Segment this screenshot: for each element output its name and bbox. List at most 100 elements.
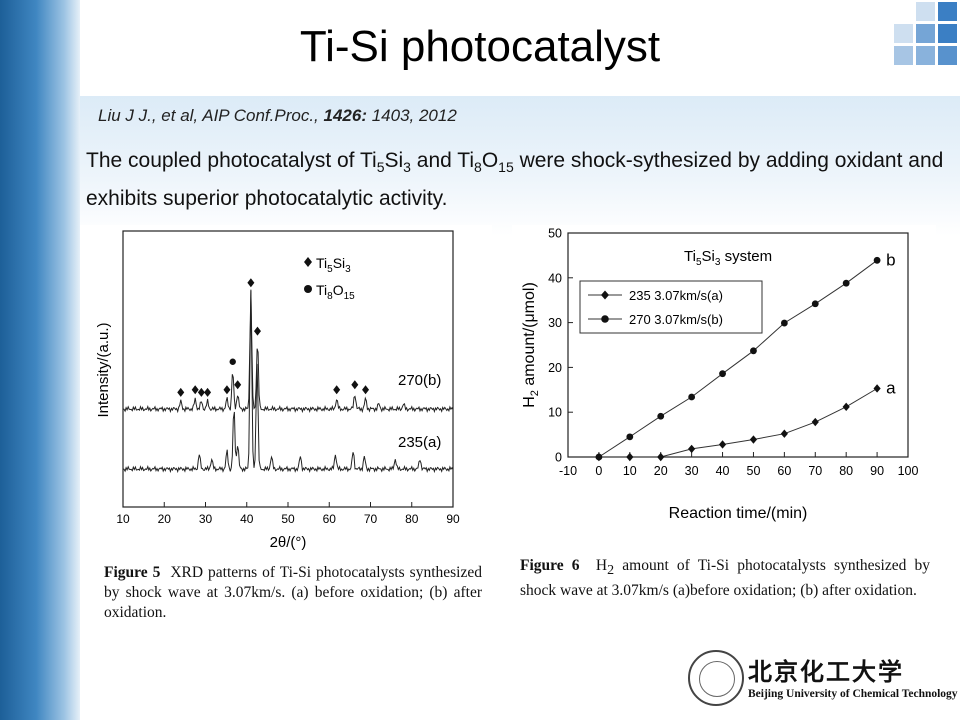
university-name-en: Beijing University of Chemical Technolog… bbox=[748, 688, 958, 700]
xrd-phase-marker bbox=[197, 387, 205, 397]
h2-legend: 235 3.07km/s(a) 270 3.07km/s(b) bbox=[579, 280, 763, 334]
h2-x-tick-label: 30 bbox=[685, 464, 699, 478]
desc-part: O bbox=[481, 149, 499, 172]
h2-x-tick-label: 90 bbox=[870, 464, 884, 478]
decorative-square bbox=[938, 24, 957, 43]
h2-y-tick-label: 20 bbox=[548, 361, 562, 375]
figure5-text: XRD patterns of Ti-Si photocatalysts syn… bbox=[104, 564, 482, 621]
xrd-series-line bbox=[122, 290, 454, 414]
desc-sub: 5 bbox=[376, 159, 385, 176]
h2-data-point bbox=[626, 433, 634, 441]
citation-volume: 1426: bbox=[323, 106, 367, 125]
h2-data-point bbox=[626, 452, 634, 462]
decorative-square bbox=[916, 2, 935, 21]
h2-x-tick-label: -10 bbox=[559, 464, 577, 478]
xrd-legend: Ti5Si3 Ti8O15 bbox=[304, 255, 355, 302]
citation-prefix: Liu J J., et al, AIP Conf.Proc., bbox=[98, 106, 324, 125]
desc-sub: 3 bbox=[403, 159, 411, 176]
series-label-270b: 270(b) bbox=[398, 372, 441, 389]
figure6-text-before: H bbox=[595, 557, 608, 574]
h2-data-point bbox=[749, 435, 758, 444]
legend-entry-270: 270 3.07km/s(b) bbox=[629, 312, 723, 327]
xrd-phase-marker bbox=[177, 387, 185, 397]
xrd-series-line bbox=[122, 289, 454, 474]
decorative-square bbox=[938, 2, 957, 21]
xrd-x-tick-label: 10 bbox=[116, 512, 130, 526]
figure5-label: Figure 5 bbox=[104, 564, 161, 581]
university-seal-icon bbox=[688, 650, 744, 706]
description-text: The coupled photocatalyst of Ti5Si3 and … bbox=[86, 145, 946, 214]
h2-data-point bbox=[657, 412, 665, 420]
h2-data-point bbox=[780, 319, 788, 327]
xrd-x-tick-label: 20 bbox=[158, 512, 172, 526]
h2-data-point bbox=[688, 393, 696, 401]
xrd-phase-marker bbox=[204, 387, 212, 397]
h2-y-tick-label: 40 bbox=[548, 271, 562, 285]
h2-data-point bbox=[873, 256, 881, 264]
xrd-x-tick-label: 40 bbox=[240, 512, 254, 526]
figure6-text-sub: 2 bbox=[607, 563, 615, 579]
h2-data-point bbox=[811, 300, 819, 308]
h2-y-tick-label: 50 bbox=[548, 227, 562, 241]
h2-legend-box bbox=[579, 280, 763, 334]
h2-x-tick-label: 70 bbox=[808, 464, 822, 478]
h2-data-point bbox=[780, 429, 788, 438]
desc-part: Si bbox=[384, 149, 404, 172]
header-band bbox=[80, 96, 960, 236]
h2-data-point bbox=[873, 384, 881, 393]
h2-chart: H2 amount/(μmol) Reaction time/(min) Ti5… bbox=[521, 227, 919, 523]
h2-plot-frame bbox=[567, 232, 909, 458]
h2-y-tick-label: 10 bbox=[548, 406, 562, 420]
xrd-ylabel: Intensity/(a.u.) bbox=[95, 322, 112, 417]
series-label-235a: 235(a) bbox=[398, 434, 441, 451]
xrd-x-tick-label: 90 bbox=[446, 512, 460, 526]
sidebar-gradient bbox=[0, 0, 80, 720]
h2-y-tick-label: 30 bbox=[548, 316, 562, 330]
xrd-xlabel: 2θ/(°) bbox=[270, 534, 307, 551]
desc-part: The coupled photocatalyst of Ti bbox=[86, 149, 377, 172]
xrd-x-tick-label: 30 bbox=[199, 512, 213, 526]
figure5-caption: Figure 5 XRD patterns of Ti-Si photocata… bbox=[104, 563, 482, 623]
figure6-text-after: amount of Ti-Si photocatalysts synthesiz… bbox=[520, 557, 931, 600]
h2-series-end-label: b bbox=[886, 250, 895, 269]
xrd-phase-marker bbox=[247, 278, 255, 288]
h2-data-point bbox=[811, 417, 819, 427]
decorative-square bbox=[916, 24, 935, 43]
page-title: Ti-Si photocatalyst bbox=[299, 22, 661, 71]
desc-part: were shock-sythesized by adding oxidant … bbox=[86, 149, 944, 211]
university-name-cn: 北京化工大学 bbox=[748, 657, 904, 686]
legend-entry-235: 235 3.07km/s(a) bbox=[629, 288, 723, 303]
h2-x-tick-label: 100 bbox=[898, 464, 919, 478]
h2-x-tick-label: 80 bbox=[839, 464, 853, 478]
xrd-phase-marker bbox=[253, 326, 261, 336]
h2-x-tick-label: 40 bbox=[716, 464, 730, 478]
h2-series-line bbox=[598, 259, 878, 458]
xrd-phase-marker bbox=[223, 385, 231, 395]
h2-x-tick-label: 0 bbox=[595, 464, 602, 478]
legend-circle-marker bbox=[304, 285, 312, 293]
h2-data-point bbox=[688, 444, 696, 454]
decorative-square bbox=[894, 24, 913, 43]
h2-x-tick-label: 50 bbox=[747, 464, 761, 478]
h2-xlabel: Reaction time/(min) bbox=[669, 505, 808, 522]
h2-inset-title: Ti5Si3 system bbox=[684, 248, 772, 268]
xrd-phase-marker bbox=[333, 385, 341, 395]
h2-figure-panel: H2 amount/(μmol) Reaction time/(min) Ti5… bbox=[512, 225, 936, 625]
legend-diamond-marker bbox=[601, 290, 609, 300]
xrd-figure-panel: Intensity/(a.u.) 2θ/(°) 10 20 30 40 50 60 70 80… bbox=[80, 225, 492, 625]
h2-data-point bbox=[842, 402, 850, 412]
h2-x-tick-label: 20 bbox=[654, 464, 668, 478]
h2-x-tick-label: 60 bbox=[777, 464, 791, 478]
citation: Liu J J., et al, AIP Conf.Proc., 1426: 1… bbox=[98, 106, 457, 126]
figure6-caption: Figure 6 H2 amount of Ti-Si photocatalys… bbox=[520, 556, 930, 601]
citation-rest: 1403, 2012 bbox=[366, 106, 457, 125]
xrd-phase-marker bbox=[234, 380, 242, 390]
desc-part: and Ti bbox=[410, 149, 475, 172]
legend-circle-marker bbox=[601, 315, 609, 323]
xrd-phase-marker bbox=[362, 385, 370, 395]
h2-series-end-label: a bbox=[886, 378, 896, 397]
h2-data-point bbox=[657, 452, 665, 462]
desc-sub: 15 bbox=[498, 159, 514, 176]
h2-series-line bbox=[598, 388, 878, 458]
decorative-square bbox=[916, 46, 935, 65]
